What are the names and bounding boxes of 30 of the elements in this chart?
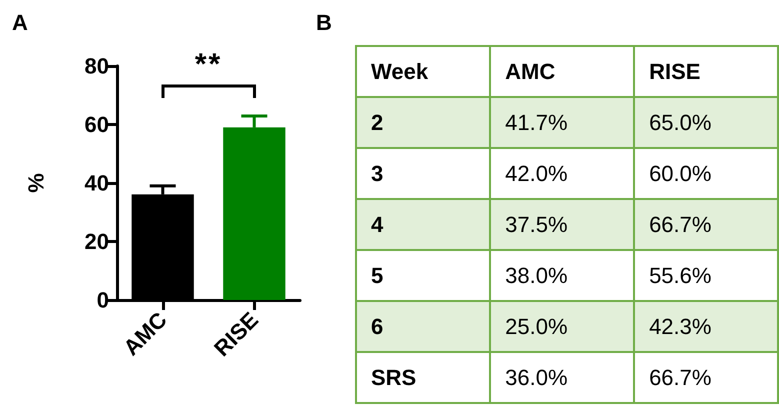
chart-title: B (316, 10, 332, 36)
y-tick-label: SRS (356, 352, 490, 403)
y-tick-label: 40 (84, 170, 109, 196)
y-tick-label: 3 (356, 148, 490, 199)
y-tick-label: 2 (356, 97, 490, 148)
annotation: ** (194, 48, 224, 82)
data-label: 37.5% (490, 199, 634, 250)
x-tick-label: AMC (490, 46, 634, 97)
y-tick-label: 0 (96, 288, 109, 312)
y-tick-label: 80 (84, 54, 109, 78)
data-label: 42.3% (634, 301, 778, 352)
y-tick-label: 5 (356, 250, 490, 301)
y-tick-label: 4 (356, 199, 490, 250)
data-label: 65.0% (634, 97, 778, 148)
x-tick-label: RISE (634, 46, 778, 97)
data-label: 41.7% (490, 97, 634, 148)
data-label: 42.0% (490, 148, 634, 199)
y-tick-label: 60 (84, 112, 109, 137)
data-label: 25.0% (490, 301, 634, 352)
y-tick-label: 6 (356, 301, 490, 352)
data-label: 66.7% (634, 199, 778, 250)
data-label: 66.7% (634, 352, 778, 403)
data-label: 55.6% (634, 250, 778, 301)
y-axis-title: % (24, 173, 48, 193)
chart-title: A (12, 10, 28, 36)
y-axis-title: Week (356, 46, 490, 97)
y-tick-label: 20 (84, 229, 109, 254)
data-label: 60.0% (634, 148, 778, 199)
data-label: 38.0% (490, 250, 634, 301)
data-label: 36.0% (490, 352, 634, 403)
